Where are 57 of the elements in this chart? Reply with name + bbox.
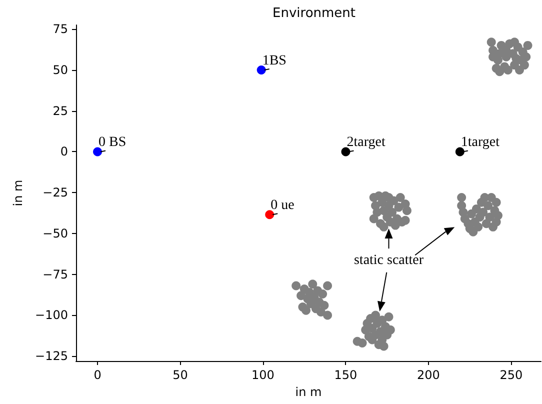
point — [323, 281, 332, 290]
point — [478, 208, 488, 217]
point — [318, 289, 328, 298]
x-axis-title: in m — [295, 384, 322, 399]
annotation: 1BS — [262, 53, 286, 68]
x-tick-label: 200 — [417, 368, 440, 382]
point — [493, 210, 502, 220]
y-tick-label: 0 — [60, 144, 68, 159]
annotation: 0 ue — [270, 198, 294, 214]
point — [484, 201, 493, 210]
point — [265, 210, 274, 220]
y-tick-label: 50 — [52, 62, 68, 77]
point — [341, 147, 350, 156]
point — [520, 60, 529, 70]
point — [292, 281, 301, 290]
y-tick-label: −100 — [35, 308, 68, 322]
point — [492, 198, 501, 207]
x-tick-label: 250 — [500, 368, 523, 382]
point — [379, 222, 388, 232]
point — [320, 300, 329, 310]
point — [402, 206, 412, 216]
point — [302, 306, 311, 315]
point — [523, 40, 532, 50]
point — [518, 47, 528, 56]
x-tick-label: 0 — [94, 368, 102, 382]
point — [256, 65, 266, 74]
point — [308, 280, 318, 289]
point — [485, 212, 494, 222]
annotation: 2target — [346, 135, 386, 150]
y-tick-label: −125 — [35, 349, 68, 364]
point — [371, 310, 380, 320]
point — [394, 202, 404, 212]
point — [93, 147, 102, 156]
y-tick-label: 25 — [52, 104, 68, 118]
y-tick-label: 75 — [52, 22, 68, 36]
point — [323, 310, 332, 320]
point — [388, 208, 397, 217]
point — [474, 222, 483, 232]
annotation: 0 BS — [98, 135, 126, 150]
annotation: static scatter — [354, 253, 424, 268]
y-axis-title: in m — [11, 180, 26, 206]
point — [503, 65, 512, 74]
point — [455, 147, 464, 156]
point — [379, 342, 388, 351]
point — [358, 338, 367, 348]
y-tick-label: −50 — [42, 226, 68, 240]
point — [384, 312, 394, 322]
chart-title: Environment — [272, 6, 356, 21]
x-tick-label: 50 — [172, 368, 188, 382]
y-tick-label: −25 — [42, 186, 68, 200]
point — [457, 193, 466, 202]
x-tick-label: 150 — [334, 368, 358, 382]
point — [396, 193, 405, 202]
y-tick-label: −75 — [42, 267, 68, 282]
point — [486, 38, 496, 47]
annotation: 1target — [460, 135, 500, 150]
x-tick-label: 100 — [252, 368, 274, 382]
